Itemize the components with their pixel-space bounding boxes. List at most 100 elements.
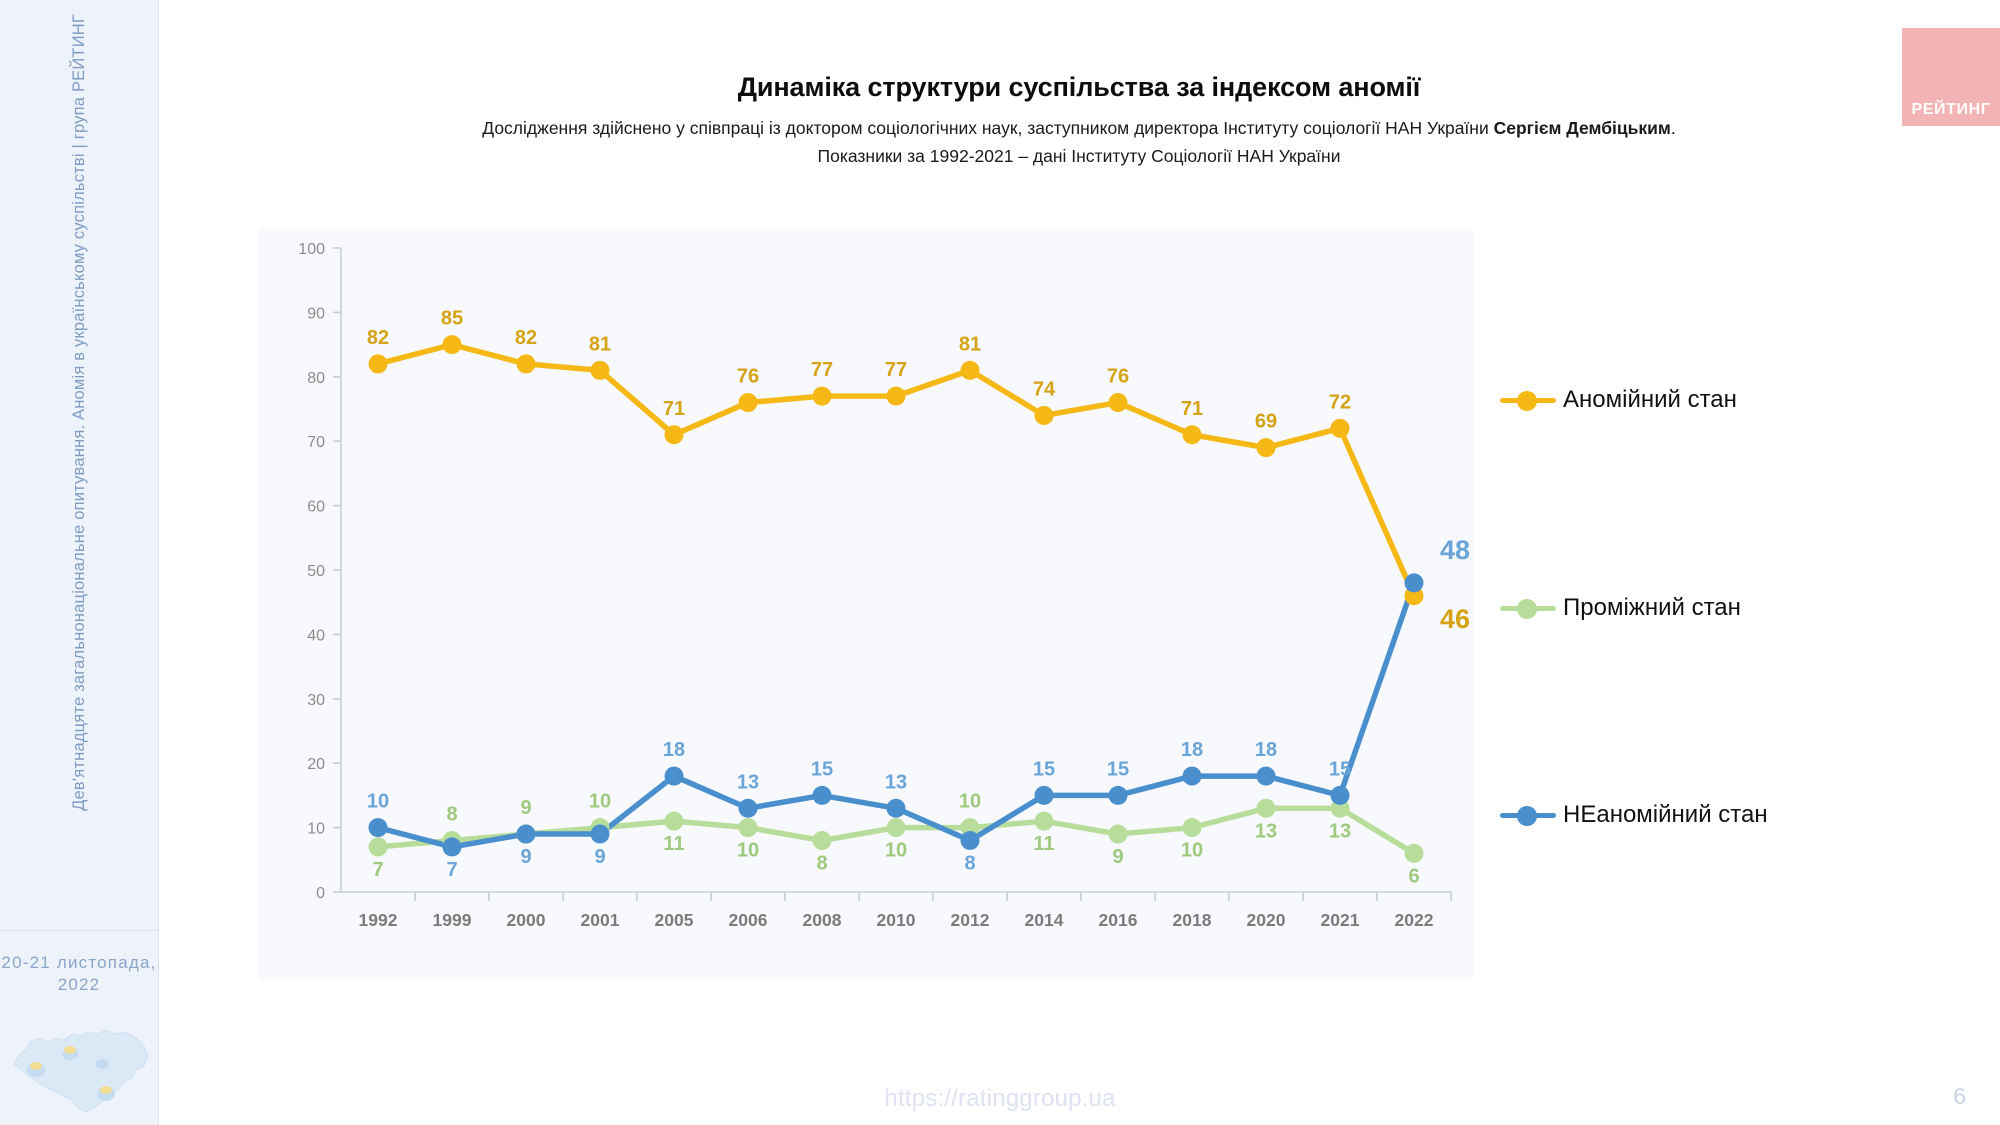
data-point[interactable] [886, 798, 906, 818]
survey-date-line-1: 20-21 листопада, [1, 953, 157, 972]
x-axis-tick-label: 1999 [433, 910, 472, 930]
page-title: Динаміка структури суспільства за індекс… [737, 72, 1421, 102]
data-point[interactable] [1404, 843, 1424, 863]
data-point[interactable] [1256, 438, 1276, 458]
data-label: 46 [1440, 604, 1470, 634]
data-label: 15 [811, 758, 833, 780]
data-point[interactable] [1034, 811, 1054, 831]
data-label: 82 [367, 327, 389, 349]
data-label: 81 [959, 333, 981, 355]
data-point[interactable] [368, 818, 388, 838]
header: Динаміка структури суспільства за індекс… [158, 0, 2000, 167]
data-point[interactable] [442, 335, 462, 355]
data-label: 7 [446, 859, 457, 881]
data-label: 48 [1440, 535, 1470, 565]
y-axis-tick-label: 80 [307, 370, 325, 387]
data-point[interactable] [1108, 785, 1128, 805]
data-label: 15 [1107, 758, 1129, 780]
data-point[interactable] [664, 811, 684, 831]
x-axis-tick-label: 2000 [507, 910, 546, 930]
data-label: 76 [1107, 366, 1129, 388]
data-label: 10 [737, 840, 759, 862]
data-point[interactable] [368, 354, 388, 374]
legend-item-non-anomic[interactable]: НЕаномійний стан [1500, 795, 1900, 835]
data-point[interactable] [1182, 818, 1202, 838]
sidebar: Дев'ятнадцяте загальнонаціональне опитув… [0, 0, 159, 1125]
line-chart: 0 10 20 30 40 50 60 70 80 90 100 1992 1999 2000 2001 20… [298, 241, 1470, 930]
data-label: 10 [589, 791, 611, 813]
data-label: 11 [663, 833, 684, 855]
data-point[interactable] [812, 785, 832, 805]
legend-item-anomic[interactable]: Аномійний стан [1500, 380, 1900, 420]
logo-text: РЕЙТИНГ [1911, 101, 1991, 118]
x-axis-tick-label: 2006 [729, 910, 768, 930]
data-point[interactable] [590, 824, 610, 844]
data-label: 69 [1255, 411, 1277, 433]
data-point[interactable] [1182, 766, 1202, 786]
data-point[interactable] [960, 360, 980, 380]
data-point[interactable] [664, 425, 684, 445]
data-point[interactable] [1330, 418, 1350, 438]
data-point[interactable] [1256, 766, 1276, 786]
data-point[interactable] [516, 354, 536, 374]
data-label: 6 [1408, 865, 1419, 887]
x-axis-tick-label: 2010 [877, 910, 916, 930]
data-point[interactable] [738, 393, 758, 413]
data-label: 18 [1181, 739, 1203, 761]
data-label: 13 [885, 771, 907, 793]
legend-label-non-anomic: НЕаномійний стан [1563, 801, 1768, 828]
x-axis-tick-label: 2005 [655, 910, 694, 930]
legend-marker-icon-non-anomic [1500, 802, 1556, 828]
legend-label-intermediate: Проміжний стан [1563, 594, 1741, 621]
x-axis-tick-label: 2022 [1395, 910, 1434, 930]
data-point[interactable] [886, 386, 906, 406]
data-point[interactable] [1034, 785, 1054, 805]
subtitle-line-2: Показники за 1992-2021 – дані Інституту … [817, 146, 1341, 166]
data-point[interactable] [1404, 573, 1424, 593]
data-point[interactable] [1034, 405, 1054, 425]
subtitle-suffix: . [1670, 118, 1676, 138]
y-axis-tick-label: 70 [307, 434, 325, 451]
data-label: 13 [1329, 820, 1351, 842]
y-axis-tick-label: 10 [307, 821, 325, 838]
data-point[interactable] [368, 837, 388, 857]
sidebar-divider [0, 930, 158, 931]
data-point[interactable] [664, 766, 684, 786]
legend-item-intermediate[interactable]: Проміжний стан [1500, 588, 1900, 628]
data-point[interactable] [738, 798, 758, 818]
data-label: 74 [1033, 378, 1056, 400]
chart-legend: Аномійний стан Проміжний стан НЕаномійни… [1500, 380, 1900, 835]
footer-website-url[interactable]: https://ratinggroup.ua [884, 1085, 1116, 1112]
data-point[interactable] [1182, 425, 1202, 445]
legend-marker-icon-intermediate [1500, 595, 1556, 621]
data-label: 77 [811, 359, 833, 381]
data-point[interactable] [516, 824, 536, 844]
data-label: 9 [594, 846, 605, 868]
x-axis-tick-label: 2012 [951, 910, 990, 930]
y-axis-tick-label: 60 [307, 499, 325, 516]
x-axis-tick-label: 2001 [581, 910, 620, 930]
data-label: 9 [520, 846, 531, 868]
data-point[interactable] [812, 830, 832, 850]
x-axis-tick-label: 2014 [1025, 910, 1064, 930]
data-point[interactable] [1330, 785, 1350, 805]
y-axis-tick-label: 0 [316, 885, 325, 902]
data-point[interactable] [590, 360, 610, 380]
survey-date-line-2: 2022 [57, 975, 101, 994]
data-label: 15 [1033, 758, 1055, 780]
legend-label-anomic: Аномійний стан [1563, 386, 1737, 413]
y-axis-tick-label: 100 [298, 241, 325, 258]
data-label: 10 [959, 791, 981, 813]
legend-marker-icon-anomic [1500, 387, 1556, 413]
data-point[interactable] [886, 818, 906, 838]
data-point[interactable] [738, 818, 758, 838]
data-point[interactable] [1108, 824, 1128, 844]
data-point[interactable] [442, 837, 462, 857]
x-axis-tick-label: 2008 [803, 910, 842, 930]
data-point[interactable] [960, 830, 980, 850]
data-label: 10 [1181, 840, 1203, 862]
data-point[interactable] [812, 386, 832, 406]
data-point[interactable] [1108, 393, 1128, 413]
sidebar-vertical-text-wrap: Дев'ятнадцяте загальнонаціональне опитув… [0, 0, 158, 930]
data-point[interactable] [1256, 798, 1276, 818]
